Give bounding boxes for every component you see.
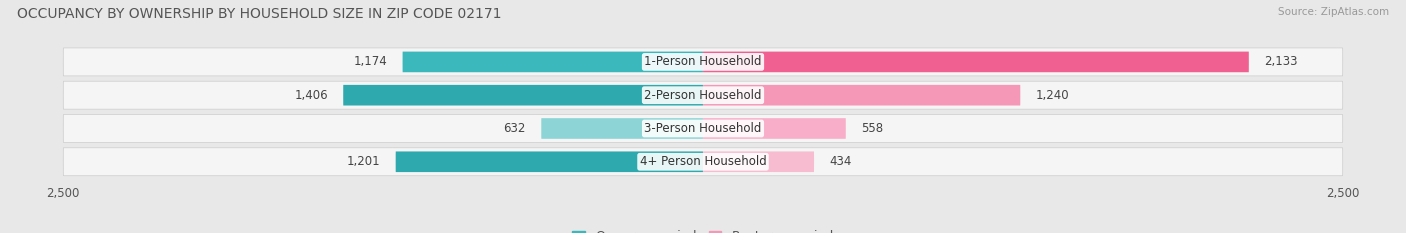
FancyBboxPatch shape [63,148,1343,176]
FancyBboxPatch shape [703,151,814,172]
Text: Source: ZipAtlas.com: Source: ZipAtlas.com [1278,7,1389,17]
FancyBboxPatch shape [402,51,703,72]
Text: 1,240: 1,240 [1036,89,1070,102]
Text: 3-Person Household: 3-Person Household [644,122,762,135]
Text: 1,201: 1,201 [347,155,380,168]
FancyBboxPatch shape [63,114,1343,142]
FancyBboxPatch shape [703,51,1249,72]
Text: 632: 632 [503,122,526,135]
FancyBboxPatch shape [703,85,1021,106]
Text: 1,406: 1,406 [294,89,328,102]
FancyBboxPatch shape [395,151,703,172]
Text: OCCUPANCY BY OWNERSHIP BY HOUSEHOLD SIZE IN ZIP CODE 02171: OCCUPANCY BY OWNERSHIP BY HOUSEHOLD SIZE… [17,7,502,21]
FancyBboxPatch shape [63,48,1343,76]
FancyBboxPatch shape [541,118,703,139]
Text: 558: 558 [860,122,883,135]
Text: 1,174: 1,174 [353,55,387,69]
FancyBboxPatch shape [343,85,703,106]
Text: 4+ Person Household: 4+ Person Household [640,155,766,168]
Text: 2,133: 2,133 [1264,55,1298,69]
Text: 434: 434 [830,155,852,168]
Legend: Owner-occupied, Renter-occupied: Owner-occupied, Renter-occupied [568,225,838,233]
FancyBboxPatch shape [63,81,1343,109]
Text: 1-Person Household: 1-Person Household [644,55,762,69]
Text: 2-Person Household: 2-Person Household [644,89,762,102]
FancyBboxPatch shape [703,118,846,139]
